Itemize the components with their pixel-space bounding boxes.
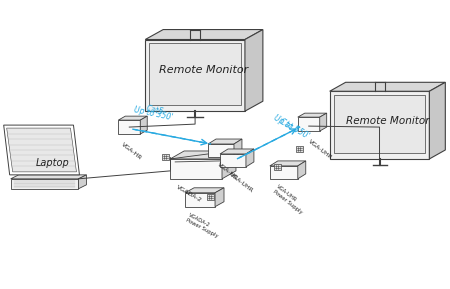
Text: VGA-HR: VGA-HR: [120, 142, 143, 161]
Text: VGA-UHR: VGA-UHR: [275, 184, 297, 203]
Text: Power Supply: Power Supply: [272, 189, 303, 215]
Polygon shape: [246, 149, 254, 167]
Polygon shape: [149, 43, 241, 105]
Polygon shape: [11, 179, 78, 189]
Text: VGADA-2: VGADA-2: [175, 185, 202, 203]
Polygon shape: [170, 151, 236, 159]
Polygon shape: [298, 113, 327, 117]
Text: Cat5: Cat5: [145, 105, 165, 117]
Polygon shape: [4, 125, 80, 175]
Text: Up to 550': Up to 550': [272, 113, 310, 141]
Bar: [162, 154, 169, 160]
Polygon shape: [298, 161, 306, 179]
Polygon shape: [170, 159, 222, 179]
Text: VGADA-2: VGADA-2: [187, 213, 211, 228]
Polygon shape: [245, 29, 263, 111]
Text: Remote Monitor: Remote Monitor: [159, 65, 249, 75]
Polygon shape: [118, 116, 147, 120]
Polygon shape: [145, 40, 245, 111]
Polygon shape: [330, 82, 446, 91]
Text: Laptop: Laptop: [36, 158, 69, 168]
Polygon shape: [145, 29, 263, 40]
Polygon shape: [220, 154, 246, 167]
Text: VGA-UHR: VGA-UHR: [228, 172, 254, 194]
Bar: [274, 164, 281, 170]
Polygon shape: [118, 120, 140, 134]
Text: Power Supply: Power Supply: [185, 218, 219, 239]
Polygon shape: [208, 139, 242, 144]
Polygon shape: [208, 144, 234, 157]
Polygon shape: [185, 188, 224, 193]
Polygon shape: [185, 193, 215, 207]
Polygon shape: [270, 166, 298, 179]
Polygon shape: [234, 139, 242, 157]
Polygon shape: [270, 161, 306, 166]
Polygon shape: [330, 91, 429, 159]
Polygon shape: [78, 175, 86, 189]
Bar: [207, 194, 214, 200]
Text: VGA-HR: VGA-HR: [216, 162, 239, 181]
Polygon shape: [333, 95, 425, 153]
Bar: [296, 146, 303, 152]
Polygon shape: [11, 175, 86, 179]
Text: Remote Monitor: Remote Monitor: [346, 116, 429, 126]
Polygon shape: [7, 128, 77, 172]
Text: Cat 5: Cat 5: [278, 117, 300, 135]
Polygon shape: [140, 116, 147, 134]
Text: Up to 350': Up to 350': [133, 105, 174, 122]
Polygon shape: [220, 149, 254, 154]
Polygon shape: [298, 117, 320, 131]
Text: VGA-UHR: VGA-UHR: [308, 139, 333, 161]
Polygon shape: [429, 82, 445, 159]
Polygon shape: [222, 151, 236, 179]
Polygon shape: [215, 188, 224, 207]
Polygon shape: [320, 113, 327, 131]
